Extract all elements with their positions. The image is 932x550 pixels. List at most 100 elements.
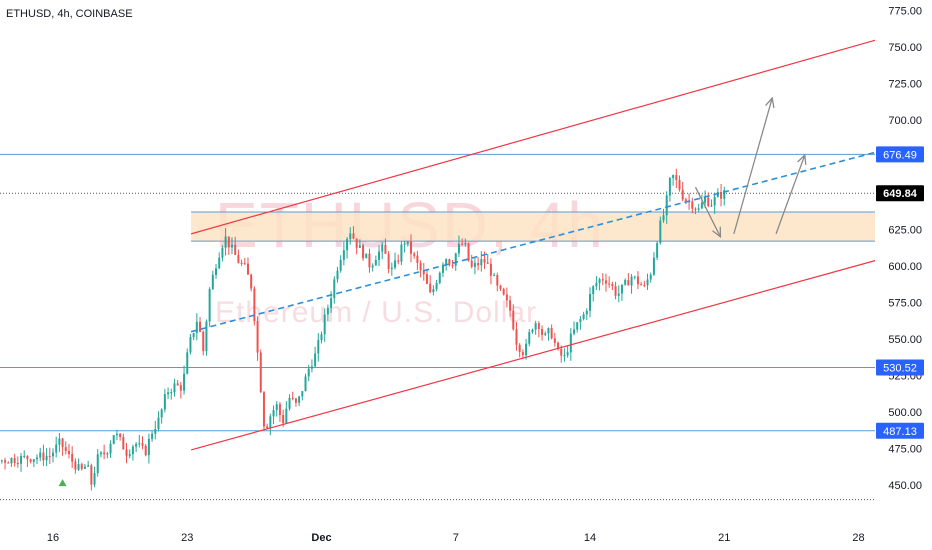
candle-body <box>425 274 428 284</box>
candle-body <box>643 285 646 287</box>
y-tick-label: 625.00 <box>888 225 922 237</box>
candle-body <box>205 321 208 352</box>
candle-body <box>358 245 361 248</box>
price-tags: 676.49 649.84 530.52 487.13 <box>876 146 924 439</box>
candle-body <box>617 293 620 296</box>
x-tick-label: 14 <box>584 532 596 544</box>
candle-body <box>262 392 265 427</box>
candle-body <box>93 473 96 485</box>
candle-body <box>400 244 403 262</box>
candle-body <box>16 463 19 465</box>
candle-body <box>374 259 377 266</box>
candle-body <box>550 328 553 339</box>
candle-body <box>413 253 416 256</box>
candle-body <box>183 373 186 391</box>
candle-body <box>167 392 170 395</box>
candle-body <box>537 323 540 330</box>
zone-rect <box>191 211 876 242</box>
candle-body <box>64 447 67 451</box>
price-tag-bg <box>876 185 924 202</box>
time-axis[interactable]: 16 23 Dec 7 14 21 28 <box>47 532 865 544</box>
candle-body <box>477 263 480 266</box>
candle-body <box>74 461 77 470</box>
candle-body <box>633 276 636 278</box>
candle-body <box>384 244 387 254</box>
y-tick-label: 600.00 <box>888 261 922 273</box>
candle-body <box>128 454 131 456</box>
x-tick-label: 23 <box>181 532 193 544</box>
candle-body <box>87 465 90 467</box>
candle-body <box>496 275 499 286</box>
candle-body <box>636 276 639 285</box>
candle-body <box>694 208 697 210</box>
candle-body <box>326 307 329 315</box>
candle-body <box>486 262 489 264</box>
candle-body <box>135 444 138 447</box>
candle-body <box>589 294 591 311</box>
candle-body <box>480 259 483 266</box>
candle-body <box>215 268 218 275</box>
y-tick-label: 500.00 <box>888 407 922 419</box>
candle-body <box>454 253 457 266</box>
candle-body <box>160 409 163 418</box>
candle-body <box>700 202 703 209</box>
candle-body <box>20 455 23 464</box>
candle-body <box>521 352 524 356</box>
chart-title: ETHUSD, 4h, COINBASE <box>6 8 133 20</box>
candle-body <box>604 280 607 284</box>
candle-body <box>368 253 371 268</box>
candle-body <box>304 376 307 392</box>
candle-body <box>483 259 486 263</box>
candle-body <box>23 455 26 457</box>
x-tick-label: 21 <box>718 532 730 544</box>
candle-body <box>390 267 393 269</box>
candle-body <box>432 289 435 293</box>
candle-body <box>493 275 496 277</box>
candle-body <box>406 241 409 244</box>
candle-body <box>77 464 80 470</box>
candle-body <box>528 332 531 344</box>
candle-body <box>525 343 528 356</box>
candle-body <box>410 241 412 254</box>
candle-body <box>346 239 349 251</box>
candle-body <box>186 352 189 374</box>
candle-body <box>330 298 333 308</box>
candle-body <box>246 263 249 275</box>
candle-body <box>349 233 352 240</box>
candle-body <box>544 333 547 335</box>
candle-body <box>234 244 237 255</box>
candle-body <box>163 394 166 410</box>
candle-body <box>451 265 454 267</box>
price-axis[interactable]: 450.00475.00500.00525.00550.00575.00600.… <box>875 0 932 550</box>
candle-body <box>531 329 534 333</box>
candle-body <box>106 453 109 455</box>
candle-body <box>26 455 29 460</box>
candle-body <box>157 417 160 429</box>
candle-body <box>592 286 595 295</box>
x-tick-label: 28 <box>852 532 864 544</box>
candle-body <box>122 437 125 450</box>
candle-body <box>112 435 115 444</box>
candle-body <box>614 286 617 296</box>
candle-body <box>131 446 134 455</box>
candle-body <box>109 443 112 454</box>
y-tick-label: 700.00 <box>888 115 922 127</box>
candle-body <box>253 288 256 322</box>
candle-body <box>515 329 518 345</box>
candle-body <box>668 178 671 196</box>
candle-body <box>45 456 48 461</box>
candle-body <box>505 294 508 301</box>
candle-body <box>352 233 355 239</box>
candle-body <box>598 279 601 284</box>
candle-body <box>656 243 659 258</box>
candle-body <box>317 340 320 354</box>
candle-body <box>582 314 585 320</box>
price-tag-bg <box>876 422 924 439</box>
candle-body <box>716 191 719 197</box>
y-tick-label: 750.00 <box>888 42 922 54</box>
candle-body <box>576 322 579 330</box>
candle-body <box>419 262 422 271</box>
candle-body <box>342 250 345 260</box>
candle-body <box>464 243 467 245</box>
